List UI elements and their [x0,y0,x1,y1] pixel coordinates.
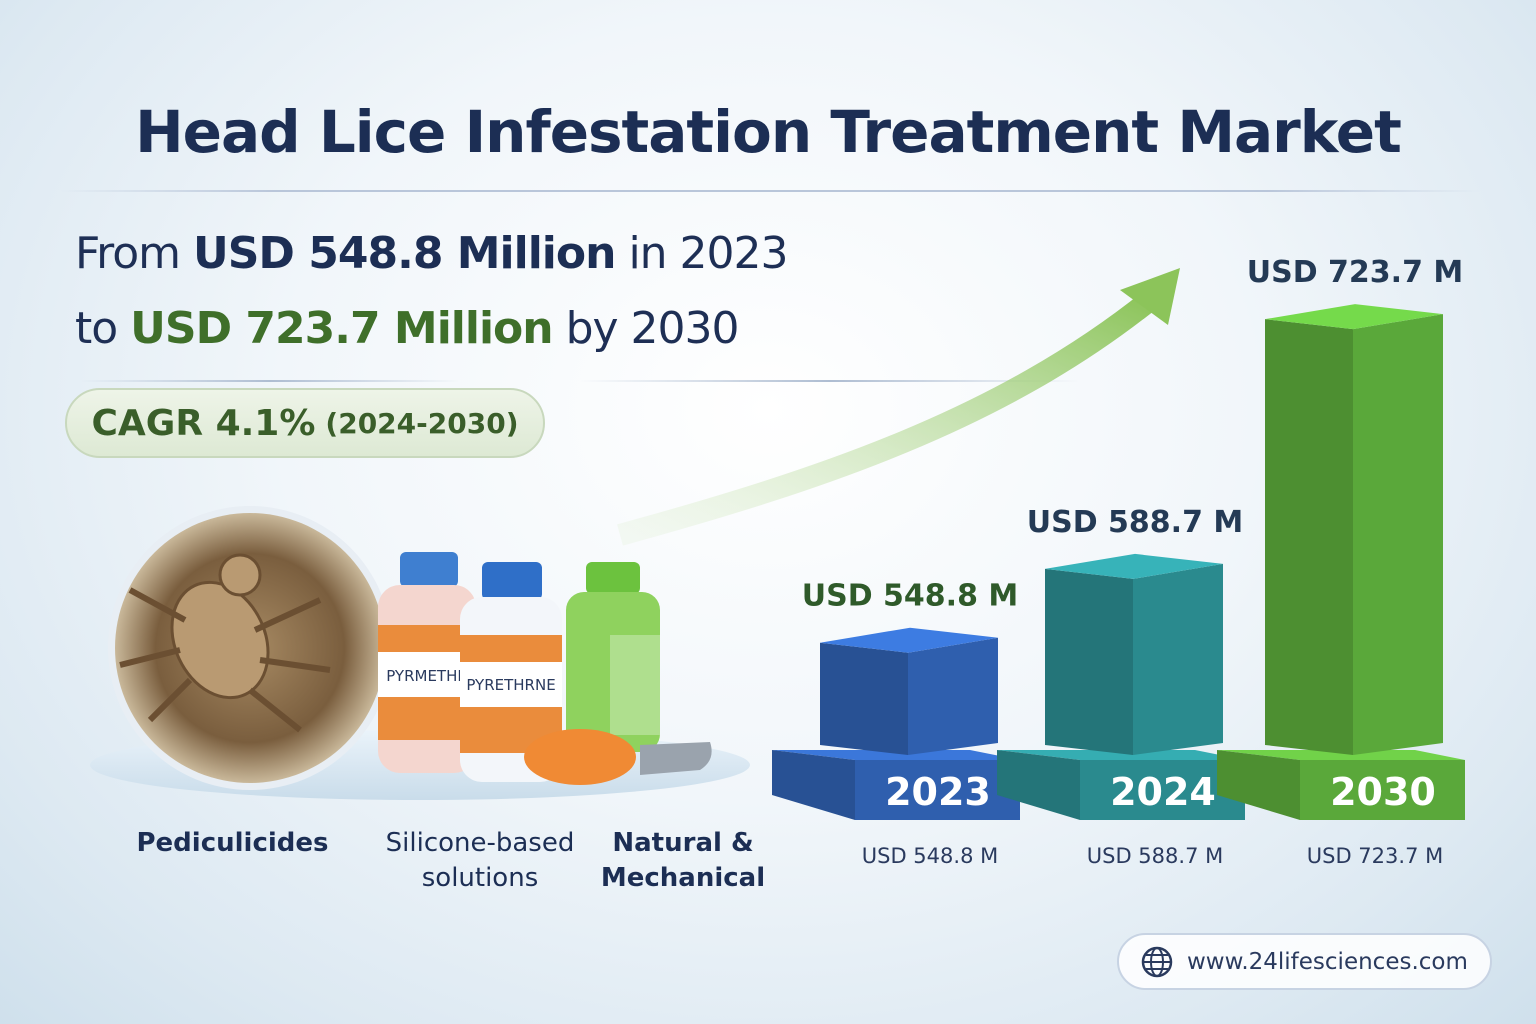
cagr-label: CAGR 4.1% [91,402,316,444]
bar-bottom-value-label: USD 588.7 M [1087,844,1223,868]
bar-bottom-value-label: USD 548.8 M [862,844,998,868]
subtitle-year-start: in 2023 [628,228,788,279]
website-url[interactable]: www.24lifesciences.com [1187,948,1468,975]
bar-year-label: 2030 [1330,770,1436,814]
subtitle-from: From [75,228,181,279]
growth-arrow-head [1120,268,1180,325]
bar-plinth-front [855,760,1020,820]
bar-plinth-top [772,750,1020,760]
bar-side [1265,319,1353,755]
lice-comb-icon [524,729,712,785]
divider [80,380,460,382]
bar-plinth-top [1217,750,1465,760]
bar-plinth-side [1217,750,1300,820]
bar [1133,563,1223,755]
bar-top [1045,553,1223,579]
segment-natural-mechanical: Natural & Mechanical [600,828,766,893]
start-value: USD 548.8 Million [193,228,616,279]
bar-value-label: USD 588.7 M [1027,505,1244,540]
bar-plinth-side [772,750,855,820]
globe-icon [1141,946,1173,977]
bar [1353,314,1443,755]
cagr-badge: CAGR 4.1% (2024-2030) [65,388,545,458]
bar-plinth-front [1300,760,1465,820]
subtitle-line-1: From USD 548.8 Million in 2023 [75,228,789,279]
bottle-label: PYRETHRNE [466,676,555,694]
bar-top [1265,304,1443,330]
segment-silicone: Silicone-based solutions [385,828,575,893]
bottle-pyrmethr-icon: PYRMETHR [378,552,476,773]
bar-plinth-top [997,750,1245,760]
subtitle-line-2: to USD 723.7 Million by 2030 [75,303,740,354]
bar [908,637,998,755]
bottle-label: PYRMETHR [386,667,468,685]
bar-year-label: 2023 [885,770,991,814]
bar-side [820,642,908,755]
bottle-pyrethrne-icon: PYRETHRNE [460,562,562,782]
page-title: Head Lice Infestation Treatment Market [135,98,1402,166]
bar-year-label: 2024 [1110,770,1216,814]
bottle-natural-icon [566,562,660,752]
website-badge[interactable]: www.24lifesciences.com [1117,933,1492,990]
end-value: USD 723.7 Million [130,303,553,354]
growth-arrow [617,291,1157,546]
subtitle-year-end: by 2030 [565,303,740,354]
bar-plinth-side [997,750,1080,820]
title-divider [60,190,1480,192]
louse-icon [119,553,331,733]
segment-pediculicides: Pediculicides [136,828,329,858]
bar-chart: 2023 USD 548.8 M USD 548.8 M 2024 USD 588.7 … [772,255,1465,868]
bar-bottom-value-label: USD 723.7 M [1307,844,1443,868]
bar-value-label: USD 548.8 M [802,579,1019,614]
bar-top [820,627,998,653]
bar-side [1045,568,1133,755]
subtitle-to: to [75,303,118,354]
cagr-period: (2024-2030) [325,406,519,440]
bar-value-label: USD 723.7 M [1247,255,1464,290]
divider [580,380,1080,382]
